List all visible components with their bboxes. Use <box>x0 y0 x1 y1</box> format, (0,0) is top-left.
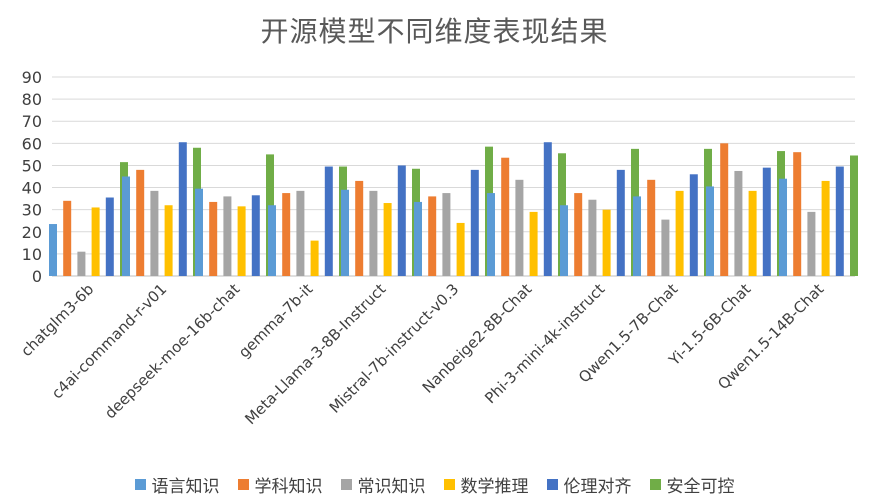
bar <box>122 176 130 276</box>
bar <box>209 201 218 276</box>
bar <box>77 251 86 276</box>
bar <box>501 157 510 276</box>
legend-item: 数学推理 <box>443 472 529 497</box>
legend-label: 数学推理 <box>460 477 529 497</box>
bar <box>91 207 100 276</box>
legend-item: 伦理对齐 <box>546 472 632 497</box>
bar <box>178 142 187 276</box>
bar <box>428 196 437 276</box>
bar <box>223 196 232 276</box>
bar <box>543 142 552 276</box>
legend-swatch <box>546 479 558 490</box>
bar <box>341 189 349 276</box>
legend-item: 语言知识 <box>134 472 220 497</box>
x-tick-label: Meta-Llama-3-8B-Instruct <box>241 280 389 428</box>
bar <box>164 205 173 276</box>
bar <box>442 193 451 276</box>
x-tick-label: chatglm3-6b <box>17 280 97 360</box>
bar <box>807 211 816 276</box>
y-tick-label: 60 <box>22 134 42 153</box>
x-tick-label: deepseek-moe-16b-chat <box>101 280 243 422</box>
bars <box>49 142 858 276</box>
bar <box>470 169 479 276</box>
y-tick-label: 80 <box>22 90 42 109</box>
legend-swatch <box>649 479 661 490</box>
y-tick-label: 90 <box>22 68 42 87</box>
bar <box>136 169 145 276</box>
bar <box>195 188 203 276</box>
bar <box>456 222 465 276</box>
bar <box>237 206 246 276</box>
legend-label: 伦理对齐 <box>563 477 632 497</box>
bar <box>616 169 625 276</box>
bar <box>63 200 72 276</box>
bar <box>296 190 305 276</box>
y-tick-label: 50 <box>22 156 42 175</box>
y-tick-label: 0 <box>32 267 42 286</box>
bar <box>251 195 260 276</box>
bar <box>105 197 114 276</box>
bar <box>487 193 495 276</box>
bar <box>602 209 611 276</box>
legend-swatch <box>134 479 146 490</box>
bar <box>661 219 670 276</box>
bar <box>414 201 422 276</box>
legend-item: 安全可控 <box>649 472 735 497</box>
bar <box>779 178 787 276</box>
chart-title: 开源模型不同维度表现结果 <box>260 15 609 48</box>
legend-item: 常识知识 <box>340 472 426 497</box>
bar <box>588 199 597 276</box>
legend-label: 常识知识 <box>357 477 426 497</box>
x-axis-ticks: chatglm3-6bc4ai-command-r-v01deepseek-mo… <box>17 280 827 428</box>
legend-label: 学科知识 <box>254 477 323 497</box>
bar <box>310 240 319 276</box>
bar <box>560 205 568 276</box>
bar <box>793 152 802 276</box>
legend-swatch <box>237 479 249 490</box>
y-tick-label: 30 <box>22 201 42 220</box>
legend: 语言知识 学科知识 常识知识 数学推理 伦理对齐 安全可控 <box>0 472 869 497</box>
bar <box>675 190 684 276</box>
bar <box>282 193 291 276</box>
legend-swatch <box>340 479 352 490</box>
legend-swatch <box>443 479 455 490</box>
bar <box>689 174 698 276</box>
bar <box>706 186 714 276</box>
y-axis-ticks: 0 10 20 30 40 50 60 70 80 90 <box>22 68 42 286</box>
x-tick-label: Mistral-7b-instruct-v0.3 <box>326 280 463 417</box>
bar <box>383 203 392 276</box>
legend-label: 安全可控 <box>666 477 735 497</box>
bar <box>574 193 583 276</box>
bar <box>324 166 333 276</box>
bar <box>821 180 830 276</box>
legend-label: 语言知识 <box>151 477 220 497</box>
bar <box>49 224 57 276</box>
bar <box>529 211 538 276</box>
x-tick-label: Phi-3-mini-4k-instruct <box>481 280 608 407</box>
bar <box>720 143 729 276</box>
y-tick-label: 40 <box>22 179 42 198</box>
bar <box>515 179 524 276</box>
y-tick-label: 20 <box>22 223 42 242</box>
bar <box>150 190 159 276</box>
bar <box>369 190 378 276</box>
bar <box>397 165 406 276</box>
bar <box>647 179 656 276</box>
bar <box>748 190 757 276</box>
bar <box>734 170 743 276</box>
bar <box>268 205 276 276</box>
x-tick-label: gemma-7b-it <box>235 280 316 361</box>
bar <box>762 167 771 276</box>
bar <box>355 180 364 276</box>
y-tick-label: 10 <box>22 245 42 264</box>
y-tick-label: 70 <box>22 112 42 131</box>
bar <box>850 155 858 276</box>
legend-item: 学科知识 <box>237 472 323 497</box>
bar <box>835 166 844 276</box>
bar <box>633 196 641 276</box>
